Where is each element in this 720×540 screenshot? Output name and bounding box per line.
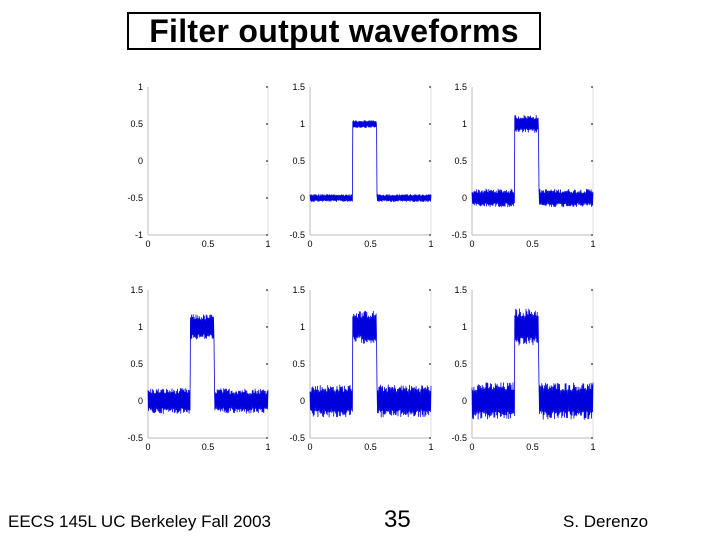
waveform-panel: 1.510.50-0.50 0.5 1 [289, 82, 433, 249]
x-tick-label: 0.5 [202, 442, 215, 452]
x-tick-label: 1 [590, 442, 595, 452]
y-tick-label: 0.5 [454, 156, 467, 166]
y-tick-label: -0.5 [127, 433, 143, 443]
y-tick-label: 1.5 [292, 82, 305, 92]
y-tick-label: 0 [138, 156, 143, 166]
slide-title-box: Filter output waveforms [127, 12, 541, 50]
waveform-trace [471, 308, 594, 420]
author-footer: S. Derenzo [563, 512, 649, 531]
course-footer: EECS 145L UC Berkeley Fall 2003 [8, 512, 272, 531]
y-tick-label: 1 [462, 322, 467, 332]
slide-title: Filter output waveforms [149, 12, 519, 49]
y-tick-label: -0.5 [289, 230, 305, 240]
x-tick-label: 0 [145, 442, 150, 452]
x-tick-label: 0.5 [526, 239, 539, 249]
x-tick-label: 0 [469, 442, 474, 452]
x-tick-label: 0 [307, 442, 312, 452]
waveform-panel: 10.50-0.5-10 0.5 1 [127, 82, 270, 249]
x-tick-label: 0 [145, 239, 150, 249]
y-tick-label: 1 [462, 119, 467, 129]
x-tick-label: 0.5 [526, 442, 539, 452]
x-tick-label: 1 [428, 442, 433, 452]
y-tick-label: -1 [135, 230, 143, 240]
waveform-trace [309, 310, 432, 418]
y-tick-label: 0 [300, 396, 305, 406]
y-tick-label: -0.5 [127, 193, 143, 203]
x-tick-label: 0 [469, 239, 474, 249]
x-tick-label: 1 [590, 239, 595, 249]
x-tick-label: 1 [265, 239, 270, 249]
waveform-trace [147, 314, 269, 414]
y-tick-label: -0.5 [451, 433, 467, 443]
y-tick-label: 0 [462, 193, 467, 203]
y-tick-label: 0 [462, 396, 467, 406]
y-tick-label: 0.5 [292, 156, 305, 166]
y-tick-label: 0 [300, 193, 305, 203]
x-tick-label: 0 [307, 239, 312, 249]
y-tick-label: -0.5 [451, 230, 467, 240]
y-tick-label: 1 [300, 119, 305, 129]
y-tick-label: 1.5 [130, 285, 143, 295]
y-tick-label: 0 [138, 396, 143, 406]
y-tick-label: 0.5 [454, 359, 467, 369]
y-tick-label: 1 [138, 82, 143, 92]
y-tick-label: 0.5 [292, 359, 305, 369]
waveform-panel: 1.510.50-0.50 0.5 1 [289, 285, 433, 452]
y-tick-label: 0.5 [130, 359, 143, 369]
waveform-trace [471, 115, 594, 208]
waveform-panel: 1.510.50-0.50 0.5 1 [127, 285, 270, 452]
x-tick-label: 1 [265, 442, 270, 452]
x-tick-label: 0.5 [364, 442, 377, 452]
x-tick-label: 1 [428, 239, 433, 249]
y-tick-label: 0.5 [130, 119, 143, 129]
y-tick-label: 1 [138, 322, 143, 332]
x-tick-label: 0.5 [202, 239, 215, 249]
page-number: 35 [384, 506, 411, 533]
y-tick-label: -0.5 [289, 433, 305, 443]
waveform-panel: 1.510.50-0.50 0.5 1 [451, 82, 595, 249]
y-tick-label: 1.5 [454, 82, 467, 92]
y-tick-label: 1.5 [454, 285, 467, 295]
y-tick-label: 1 [300, 322, 305, 332]
y-tick-label: 1.5 [292, 285, 305, 295]
waveform-trace [309, 119, 432, 203]
x-tick-label: 0.5 [364, 239, 377, 249]
waveform-panel: 1.510.50-0.50 0.5 1 [451, 285, 595, 452]
